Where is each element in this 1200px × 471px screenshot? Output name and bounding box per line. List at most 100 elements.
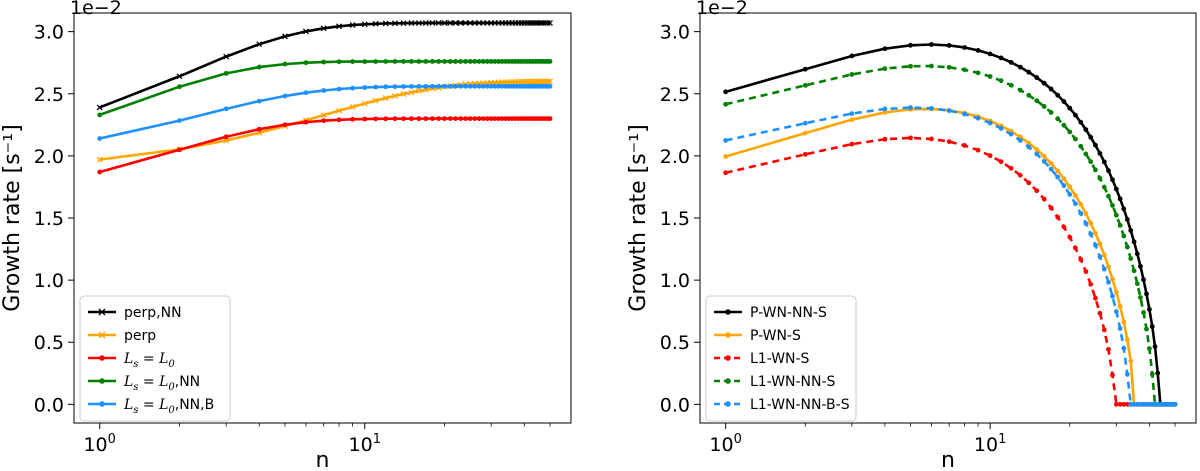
data-point [471,19,478,26]
data-point [1061,183,1067,189]
legend-marker [725,401,731,407]
data-point [802,151,808,157]
data-point [1067,192,1073,197]
data-point [382,95,389,102]
data-point [382,20,389,27]
data-point [1121,319,1127,325]
data-point [882,46,888,52]
y-tick-label: 3.0 [660,22,690,44]
data-point [1097,175,1103,181]
legend-item-l-s-l-0-nn: Ls = L0,NN [88,374,200,393]
data-point [1041,196,1047,202]
data-point [435,20,442,26]
data-point [282,61,288,67]
series-perp [96,78,553,163]
y-tick-label: 3.0 [34,22,64,44]
data-point [336,107,343,114]
data-point [1155,370,1161,376]
data-point [372,97,379,104]
data-point [908,105,913,110]
data-point [723,89,729,95]
data-point [422,20,429,26]
data-point [484,116,490,122]
data-point [256,64,262,70]
data-point [1131,268,1137,274]
data-point [223,53,230,60]
data-point [467,59,473,64]
data-point [1061,176,1067,182]
y-tick-label: 0.5 [34,332,64,354]
data-point [1124,337,1130,342]
series-line [725,64,1176,406]
series-l-s-l-0-nn-b [97,83,553,141]
data-point [1113,401,1119,407]
data-point [321,59,327,65]
series-line [99,117,551,174]
legend-marker [725,355,731,361]
data-point [447,116,453,122]
data-point [1083,269,1089,274]
data-point [1110,203,1115,208]
data-point [802,130,808,136]
data-point [372,20,379,27]
data-point [400,20,407,27]
data-point [467,83,473,89]
data-point [723,154,729,159]
data-point [1034,151,1040,157]
legend-label: L1-WN-S [750,351,810,367]
legend-item-l-s-l-0: Ls = L0 [88,351,175,370]
data-point [447,83,453,89]
data-point [416,59,422,64]
data-point [392,116,398,122]
data-point [1152,344,1158,349]
data-point [1138,295,1143,300]
y-axis-label: Growth rate [s⁻¹] [0,124,25,311]
data-point [1017,64,1023,70]
data-point [849,111,855,117]
legend-label: Ls = L0,NN [123,374,200,393]
legend-label: Ls = L0,NN,B [123,397,214,416]
data-point [929,105,934,111]
data-point [350,59,356,64]
data-point [97,169,103,175]
y-tick-label: 1.0 [660,270,690,292]
data-point [1067,129,1073,135]
data-point [946,108,952,114]
data-point [409,59,414,64]
data-point [542,78,549,85]
series-p-wn-nn-s [723,42,1178,407]
data-point [496,83,502,89]
data-point [547,78,553,85]
data-point [1101,266,1107,272]
data-point [282,93,288,99]
legend-box [705,295,857,422]
data-point [987,120,993,126]
data-point [542,19,549,26]
data-point [415,20,422,26]
legend-label: Ls = L0 [123,351,175,370]
data-point [1078,119,1084,125]
series-line [725,136,1176,406]
data-point [1026,144,1032,150]
data-point [987,74,993,79]
data-point [1088,159,1094,165]
legend-marker [725,378,731,384]
y-tick-label: 2.0 [34,146,64,168]
data-point [1121,401,1127,407]
data-point [849,141,855,147]
legend-item-p-wn-s: P-WN-S [714,328,801,344]
data-point [1072,112,1078,118]
data-point [1124,371,1130,377]
data-point [472,59,478,64]
data-point [1034,98,1040,104]
data-point [416,83,422,89]
series-perp-nn [96,19,553,111]
data-point [882,136,888,142]
data-point [1078,256,1084,262]
data-point [499,116,505,122]
data-point [1041,153,1047,159]
data-point [1128,228,1134,233]
y-tick-label: 1.5 [34,208,64,230]
data-point [1083,221,1089,226]
data-point [882,110,888,115]
